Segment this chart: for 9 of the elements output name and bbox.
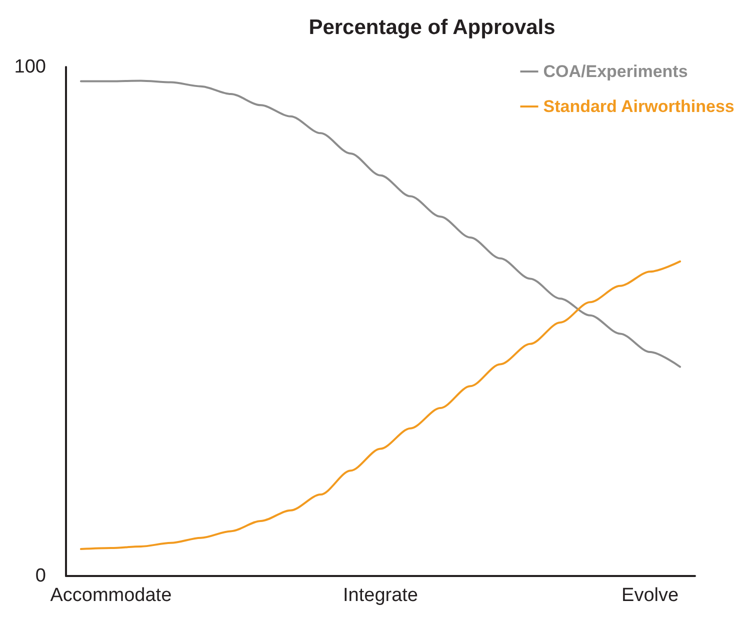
line-series xyxy=(80,260,682,550)
x-tick-label: Evolve xyxy=(622,585,679,606)
y-tick-label: 0 xyxy=(35,566,46,586)
x-tick-label: Accommodate xyxy=(50,585,172,606)
legend-label: COA/Experiments xyxy=(543,62,688,81)
chart-title: Percentage of Approvals xyxy=(308,16,556,39)
legend-label: Standard Airworthiness xyxy=(543,97,734,116)
y-tick-label: 100 xyxy=(14,56,46,78)
x-tick-label: Integrate xyxy=(343,585,418,606)
